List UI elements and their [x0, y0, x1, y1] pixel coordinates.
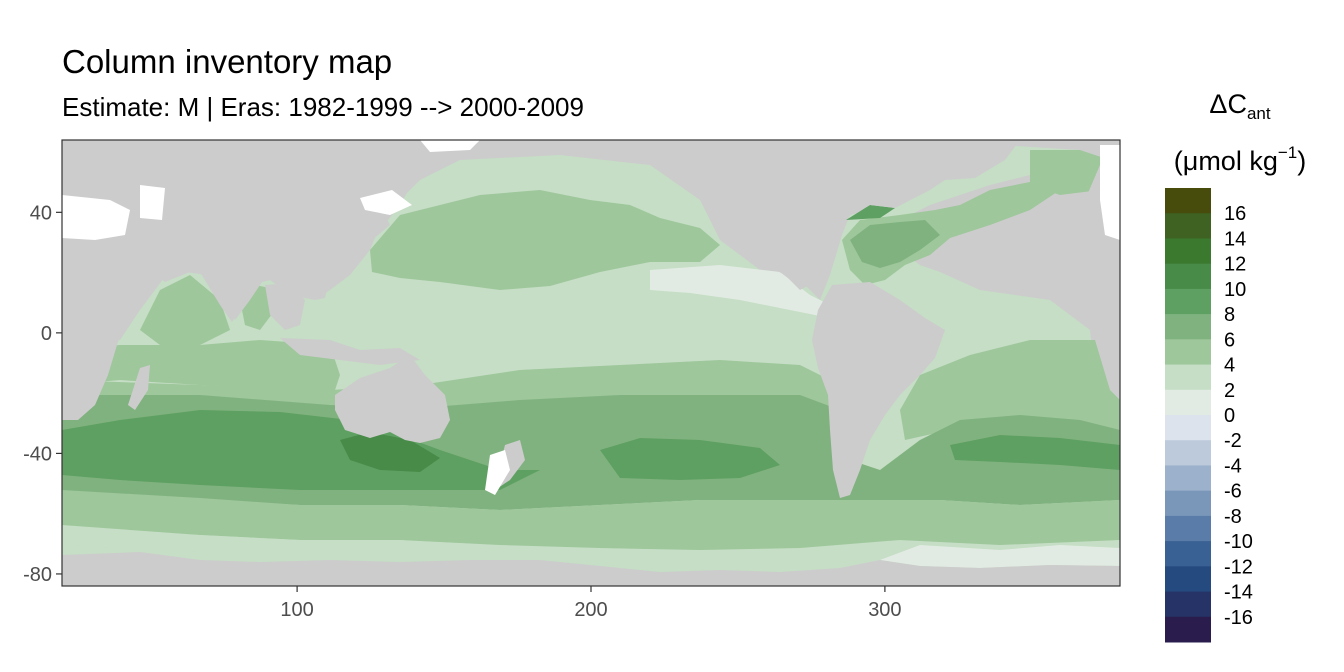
legend-title-subscript: ant [1246, 104, 1271, 123]
x-tick-label: 300 [868, 599, 901, 621]
indian-ocean-mid [62, 340, 340, 390]
legend-level-label: -4 [1224, 455, 1242, 477]
legend-swatch [1165, 566, 1211, 593]
map-subtitle: Estimate: M | Eras: 1982-1999 --> 2000-2… [62, 92, 584, 122]
x-axis: 100 200 300 [280, 586, 902, 621]
nodata-patches [62, 140, 1120, 495]
legend-unit-suffix: ) [1297, 146, 1307, 176]
north-pacific-patch [370, 190, 720, 290]
legend-level-label: -14 [1224, 582, 1253, 604]
map-title: Column inventory map [62, 43, 393, 80]
antarctic-fringe-pale [62, 525, 1120, 568]
antarctic-coast-white [880, 545, 1120, 568]
antarctic-fringe-light [62, 490, 1120, 550]
legend-level-label: -6 [1224, 481, 1242, 503]
legend-level-label: 0 [1224, 405, 1235, 427]
legend-level-label: 4 [1224, 355, 1235, 377]
india [200, 272, 250, 322]
legend-swatch [1165, 515, 1211, 542]
legend-level-label: 8 [1224, 304, 1235, 326]
legend-swatch [1165, 541, 1211, 567]
legend-swatch [1165, 238, 1211, 265]
legend-level-label: -12 [1224, 556, 1253, 578]
legend-swatch [1165, 616, 1211, 643]
legend-unit: (μmol kg−1) [1160, 134, 1320, 180]
y-tick-label: 40 [30, 202, 52, 224]
legend-level-label: 14 [1224, 228, 1246, 250]
legend-swatch [1165, 415, 1211, 441]
indonesia [280, 338, 420, 365]
legend-level-label: -8 [1224, 506, 1242, 528]
y-tick-label: 0 [41, 323, 52, 345]
labrador-sea-patch [846, 205, 895, 220]
antarctica [62, 552, 1120, 586]
south-america [812, 282, 945, 498]
legend-level-label: -16 [1224, 607, 1253, 629]
south-australia-darkest-patch [340, 432, 440, 472]
legend-swatch [1165, 490, 1211, 517]
arabian-sea-patch [140, 275, 230, 345]
x-tick-label: 200 [574, 599, 607, 621]
japan [360, 205, 390, 245]
north-america [560, 140, 1000, 290]
legend-title: ΔCant [1160, 86, 1320, 132]
legend-swatch [1165, 465, 1211, 492]
madagascar [128, 365, 150, 410]
legend-swatch [1165, 263, 1211, 290]
legend-level-label: 6 [1224, 329, 1235, 351]
legend-swatch [1165, 591, 1211, 618]
y-tick-label: -40 [23, 443, 52, 465]
south-atlantic-patch [900, 340, 1120, 440]
y-axis: 40 0 -40 -80 [23, 202, 62, 586]
legend-swatch [1165, 339, 1211, 366]
legend-level-label: 2 [1224, 380, 1235, 402]
legend-colorbar [1165, 188, 1211, 643]
legend-swatch [1165, 440, 1211, 466]
south-pacific-dark-patch [600, 438, 780, 480]
legend-level-label: -2 [1224, 430, 1242, 452]
north-atlantic-dark-patch [850, 220, 940, 268]
y-tick-label: -80 [23, 564, 52, 586]
legend-level-label: 12 [1224, 254, 1246, 276]
atlantic-upper-patch [1030, 150, 1110, 195]
legend-swatch [1165, 314, 1211, 340]
legend-swatch [1165, 188, 1211, 214]
legend-level-label: -10 [1224, 531, 1253, 553]
pacific-equator-band [650, 265, 830, 318]
legend-labels: 16 14 12 10 8 6 4 2 0 -2 -4 -6 -8 -10 -12 -14 -16 [1224, 203, 1253, 629]
map-panel [62, 140, 1120, 586]
x-tick-label: 100 [280, 599, 313, 621]
legend-swatch [1165, 288, 1211, 315]
legend-unit-superscript: −1 [1277, 143, 1298, 162]
legend-level-label: 16 [1224, 203, 1246, 225]
greenland [880, 140, 1020, 180]
australia [335, 355, 450, 443]
legend-swatch [1165, 213, 1211, 239]
legend-level-label: 10 [1224, 279, 1246, 301]
legend-unit-prefix: (μmol kg [1173, 146, 1278, 176]
legend-title-symbol: ΔC [1209, 89, 1247, 119]
southeast-asia [265, 283, 305, 330]
south-atlantic-dark-patch [950, 435, 1120, 470]
legend-swatch [1165, 364, 1211, 391]
legend-swatch [1165, 389, 1211, 416]
